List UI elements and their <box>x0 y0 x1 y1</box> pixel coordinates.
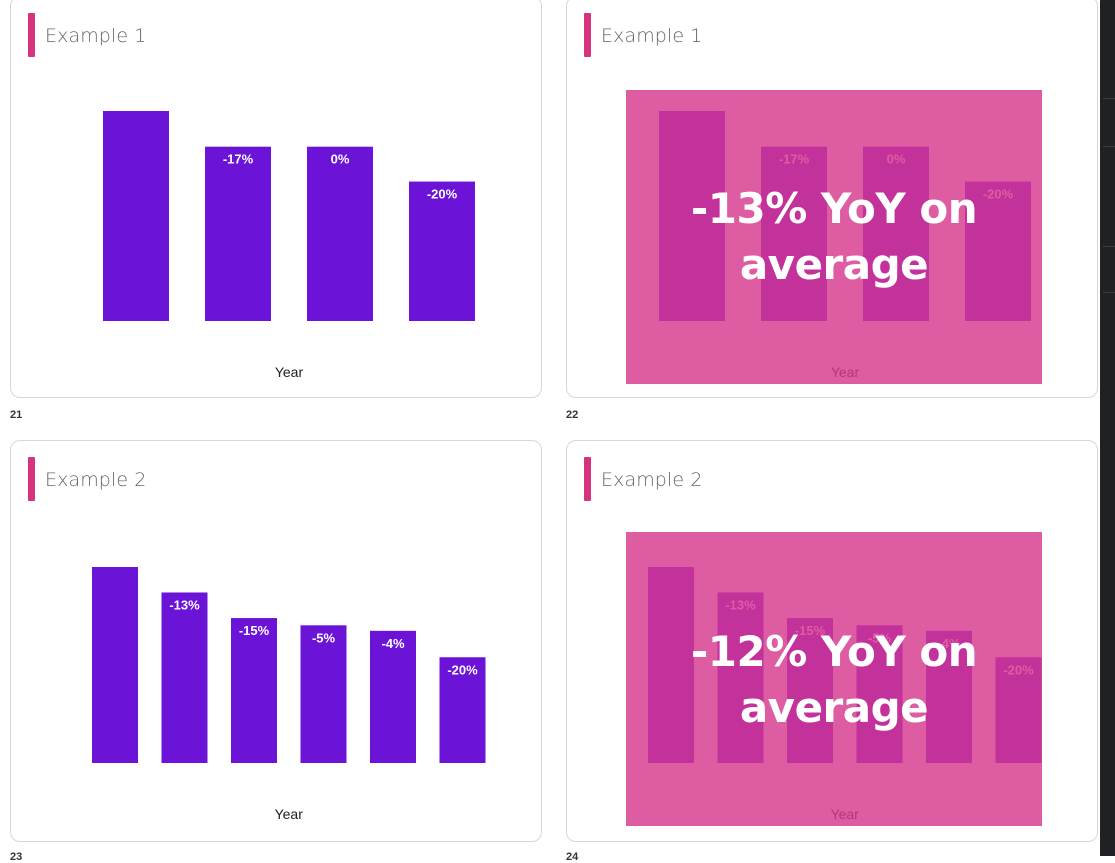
slide-number: 21 <box>10 409 23 421</box>
overlay-message: -13% YoY on average <box>626 181 1042 293</box>
highlight-overlay <box>626 532 1042 826</box>
bar <box>439 657 486 763</box>
title-accent-bar <box>584 13 591 57</box>
title-accent-bar <box>28 457 35 501</box>
bar <box>92 567 138 763</box>
bar <box>231 618 277 763</box>
bar <box>300 625 347 763</box>
slide-number: 23 <box>10 851 23 863</box>
slide-thumbnail[interactable]: Example 2 -13% -15% -5% -4% -20% Year <box>10 440 542 842</box>
slide-title: Example 2 <box>45 469 147 491</box>
bar-data-label: -5% <box>312 630 336 645</box>
overlay-message: -12% YoY on average <box>626 624 1042 736</box>
bar-data-label: -20% <box>447 662 478 677</box>
overlay-line: -12% YoY on <box>690 627 978 676</box>
slide-title: Example 2 <box>601 469 703 491</box>
slide-title: Example 1 <box>45 25 147 47</box>
slide-thumbnail[interactable]: Example 1 -17% 0% -20% Year <box>10 0 542 398</box>
overlay-line: -13% YoY on <box>690 184 978 233</box>
slide-number: 22 <box>566 409 579 421</box>
window-edge <box>1100 0 1115 856</box>
bar-data-label: -4% <box>381 636 405 651</box>
bar-data-label: -20% <box>427 187 458 202</box>
slide-number: 24 <box>566 851 579 863</box>
bar <box>370 630 416 763</box>
bar <box>103 111 169 321</box>
bar <box>205 146 271 321</box>
bar <box>409 181 475 321</box>
edge-tick <box>1103 246 1115 247</box>
title-accent-bar <box>584 457 591 501</box>
bar-data-label: -15% <box>239 623 270 638</box>
edge-tick <box>1103 292 1115 293</box>
bar-data-label: -17% <box>223 152 254 167</box>
highlight-overlay <box>626 90 1042 384</box>
bar-data-label: 0% <box>331 152 350 167</box>
edge-tick <box>1103 98 1115 99</box>
overlay-line: average <box>739 683 929 732</box>
bar <box>161 592 208 763</box>
title-accent-bar <box>28 13 35 57</box>
slide-title: Example 1 <box>601 25 703 47</box>
edge-tick <box>1103 146 1115 147</box>
slide-thumbnail[interactable]: Example 1 -17%0%-20%Year -13% YoY on ave… <box>566 0 1098 398</box>
x-axis-label: Year <box>275 806 304 822</box>
bar-data-label: -13% <box>169 597 200 612</box>
overlay-line: average <box>739 240 929 289</box>
bar <box>307 146 373 321</box>
bar-chart: -17% 0% -20% Year <box>103 111 475 380</box>
x-axis-label: Year <box>275 364 304 380</box>
bar-chart: -13% -15% -5% -4% -20% Year <box>92 567 486 822</box>
slide-thumbnail[interactable]: Example 2 -13%-15%-5%-4%-20%Year -12% Yo… <box>566 440 1098 842</box>
